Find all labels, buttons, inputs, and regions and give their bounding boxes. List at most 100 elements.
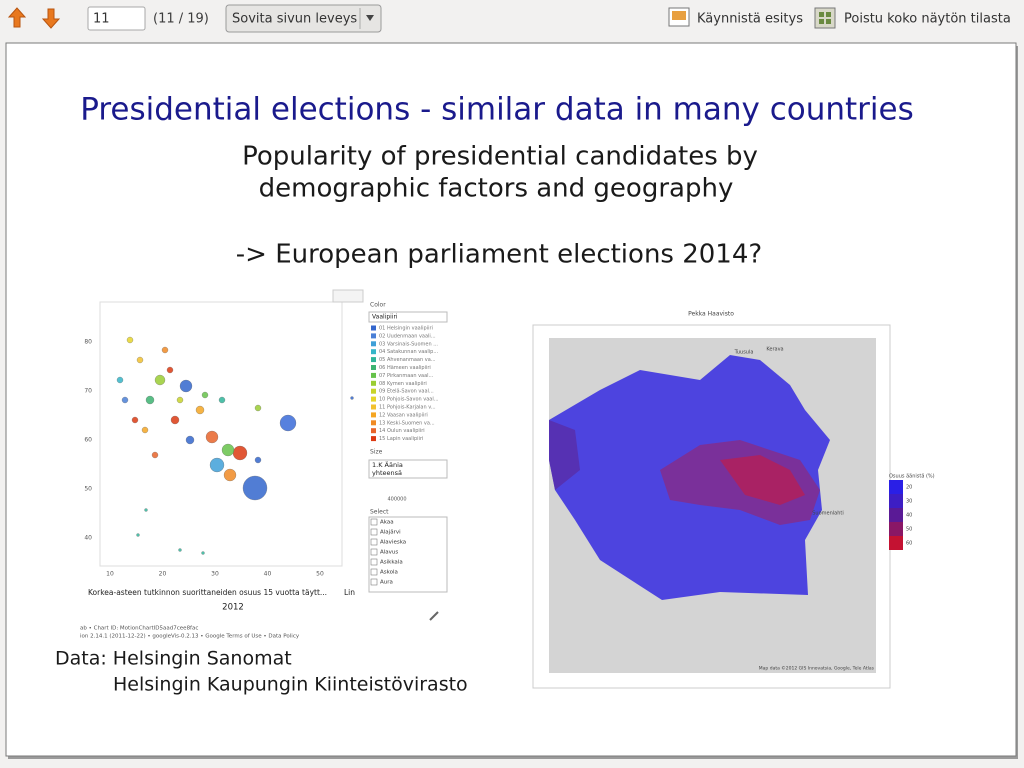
legend-label: 30 bbox=[906, 499, 912, 505]
subtitle-line: Popularity of presidential candidates by bbox=[242, 142, 758, 172]
legend-label: 40 bbox=[906, 513, 912, 519]
legend-swatch bbox=[371, 396, 376, 402]
legend-swatch bbox=[371, 372, 376, 378]
legend-label: 03 Varsinais-Suomen ... bbox=[379, 341, 438, 347]
prev-page-button[interactable] bbox=[7, 7, 27, 28]
page-input[interactable] bbox=[87, 6, 146, 31]
legend-swatch bbox=[371, 404, 376, 410]
x-axis-label: Korkea-asteen tutkinnon suorittaneiden o… bbox=[88, 588, 327, 597]
legend-label: 50 bbox=[906, 527, 912, 533]
checkbox[interactable] bbox=[370, 558, 378, 566]
checkbox[interactable] bbox=[370, 548, 378, 556]
credit: Data: Helsingin Sanomat bbox=[55, 648, 292, 670]
legend-label: 05 Ahvenanmaan va... bbox=[379, 357, 436, 363]
x-tick-label: 50 bbox=[316, 571, 324, 578]
select-item: Askola bbox=[380, 570, 398, 576]
legend-swatch bbox=[889, 522, 903, 536]
legend-title: Osuus äänistä (%) bbox=[889, 474, 935, 480]
checkbox[interactable] bbox=[370, 538, 378, 546]
toolbar bbox=[0, 0, 1024, 38]
legend-swatch bbox=[371, 388, 376, 394]
zoom-select[interactable] bbox=[225, 4, 382, 33]
legend-swatch bbox=[371, 325, 376, 331]
legend-label: 60 bbox=[906, 541, 912, 547]
legend-label: 12 Vaasan vaalipiiri bbox=[379, 412, 428, 418]
legend-label: 09 Etelä-Savon vaal... bbox=[379, 389, 434, 395]
exit-fullscreen-button[interactable]: Poistu koko näytön tilasta bbox=[814, 7, 1011, 29]
map-attribution: Map data ©2012 GIS Innovatsia, Google, T… bbox=[759, 665, 875, 672]
select-item: Aura bbox=[380, 580, 393, 586]
legend-swatch bbox=[371, 380, 376, 386]
color-label: Color bbox=[370, 302, 386, 309]
legend-swatch bbox=[371, 333, 376, 339]
legend-swatch bbox=[371, 349, 376, 355]
select-label: Select bbox=[370, 509, 389, 516]
scatter-image: 80 70 60 50 40 10 20 30 40 50 Korkea-asteen tutkin… bbox=[80, 289, 448, 640]
legend-label: 04 Satakunnan vaalip... bbox=[379, 349, 439, 355]
legend-swatch bbox=[371, 365, 376, 370]
legend-label: 14 Oulun vaalipiiri bbox=[379, 428, 425, 434]
place-label: Kerava bbox=[766, 347, 783, 353]
select-item: Alavieska bbox=[380, 540, 406, 546]
checkbox[interactable] bbox=[370, 578, 378, 586]
x-tick-label: 30 bbox=[211, 571, 219, 578]
select-item: Alajärvi bbox=[380, 530, 401, 536]
legend-label: 06 Hämeen vaalipiiri bbox=[379, 365, 431, 371]
place-label: Tuusula bbox=[734, 350, 754, 356]
legend-label: 11 Pohjois-Karjalan v... bbox=[379, 405, 436, 411]
exit-fullscreen-label: Poistu koko näytön tilasta bbox=[844, 12, 1011, 27]
legend-label: 07 Pirkanmaan vaal... bbox=[379, 373, 434, 379]
chart-footer: ab • Chart ID: MotionChartID5aad7cee8fac bbox=[80, 626, 198, 632]
checkbox[interactable] bbox=[370, 568, 378, 576]
legend-swatch bbox=[371, 412, 376, 418]
legend-swatch bbox=[889, 536, 903, 550]
chart-footer: ion 2.14.1 (2011-12-22) • googleVis-0.2.… bbox=[80, 634, 300, 640]
x-tick-label: 10 bbox=[106, 571, 114, 578]
place-label: Suomenlahti bbox=[812, 511, 844, 517]
map-title: Pekka Haavisto bbox=[688, 311, 734, 318]
size-select: 1.K Äänia bbox=[372, 460, 403, 469]
start-show-label: Käynnistä esitys bbox=[697, 12, 803, 27]
y-tick-label: 80 bbox=[84, 339, 92, 346]
y-tick-label: 60 bbox=[84, 437, 92, 444]
legend-swatch bbox=[371, 428, 376, 434]
legend-swatch bbox=[889, 494, 903, 508]
next-page-button[interactable] bbox=[41, 8, 61, 29]
zoom-label: Sovita sivun leveys bbox=[232, 12, 357, 27]
checkbox[interactable] bbox=[370, 518, 378, 526]
slide-title: Presidential elections - similar data in… bbox=[80, 92, 914, 128]
legend-swatch bbox=[371, 420, 376, 426]
select-item: Alavus bbox=[380, 550, 398, 556]
legend-swatch bbox=[889, 480, 903, 494]
legend-swatch bbox=[371, 357, 376, 363]
checkbox[interactable] bbox=[370, 528, 378, 536]
x-tick-label: 40 bbox=[264, 571, 272, 578]
size-select: yhteensä bbox=[372, 469, 402, 477]
question: -> European parliament elections 2014? bbox=[236, 240, 762, 270]
year-label: 2012 bbox=[222, 603, 244, 613]
y-tick-label: 50 bbox=[84, 486, 92, 493]
y-tick-label: 40 bbox=[84, 535, 92, 542]
legend-swatch bbox=[371, 341, 376, 347]
legend-label: 08 Kymen vaalipiiri bbox=[379, 381, 427, 387]
x-tick-label: 20 bbox=[159, 571, 167, 578]
select-item: Asikkala bbox=[380, 560, 403, 566]
legend-label: 15 Lapin vaalipiiri bbox=[379, 436, 423, 442]
y-tick-label: 70 bbox=[84, 388, 92, 395]
credit: Helsingin Kaupungin Kiinteistövirasto bbox=[113, 674, 468, 696]
size-label: Size bbox=[370, 449, 383, 456]
legend-label: 01 Helsingin vaalipiiri bbox=[379, 326, 433, 332]
legend-swatch bbox=[889, 508, 903, 522]
subtitle-line: demographic factors and geography bbox=[259, 174, 734, 204]
color-select: Vaalipiiri bbox=[372, 314, 398, 321]
size-value: 400000 bbox=[387, 497, 406, 503]
page-input-value: 11 bbox=[93, 12, 110, 27]
legend-label: 13 Keski-Suomen va... bbox=[379, 420, 435, 426]
select-item: Akaa bbox=[380, 520, 394, 526]
legend-swatch bbox=[371, 436, 376, 442]
start-show-button[interactable]: Käynnistä esitys bbox=[668, 7, 803, 27]
page-count: (11 / 19) bbox=[153, 12, 209, 27]
legend-label: 10 Pohjois-Savon vaal... bbox=[379, 397, 439, 403]
